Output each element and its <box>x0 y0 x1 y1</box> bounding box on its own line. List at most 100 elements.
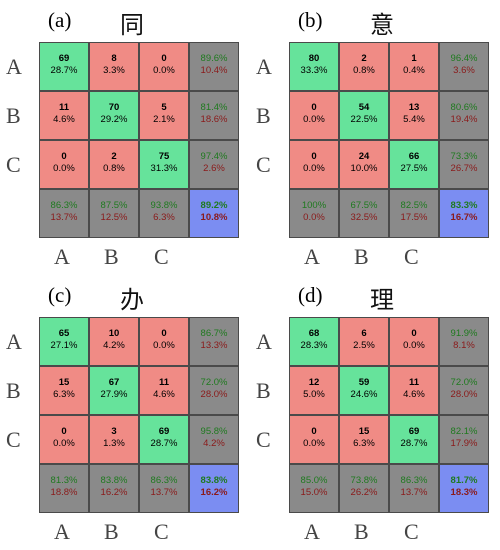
error-percent: 28.0% <box>450 389 478 400</box>
accuracy-percent: 86.7% <box>200 328 228 339</box>
column-label: B <box>354 244 369 269</box>
error-percent: 6.3% <box>153 212 175 223</box>
accuracy-percent: 85.0% <box>300 475 328 486</box>
accuracy-percent: 72.0% <box>450 377 478 388</box>
error-percent: 16.2% <box>100 487 128 498</box>
error-count-cell: 12 5.0% <box>289 366 339 415</box>
count-value: 67 <box>108 377 120 388</box>
percent-value: 28.3% <box>300 340 328 351</box>
accuracy-percent: 73.3% <box>450 151 478 162</box>
row-summary-cell: 73.3% 26.7% <box>439 140 489 189</box>
count-value: 15 <box>358 426 370 437</box>
row-label: C <box>6 152 21 177</box>
percent-value: 28.7% <box>150 438 178 449</box>
panel-character: 意 <box>370 11 394 39</box>
percent-value: 0.0% <box>153 65 175 76</box>
accuracy-percent: 81.7% <box>450 475 478 486</box>
error-count-cell: 10 4.2% <box>89 317 139 366</box>
row-label: C <box>256 427 271 452</box>
error-percent: 2.6% <box>203 163 225 174</box>
error-percent: 4.2% <box>203 438 225 449</box>
column-label: A <box>304 244 320 269</box>
overall-accuracy-cell: 89.2% 10.8% <box>189 189 239 238</box>
percent-value: 1.3% <box>103 438 125 449</box>
correct-count-cell: 59 24.6% <box>339 366 389 415</box>
count-value: 0 <box>311 102 317 113</box>
count-value: 69 <box>158 426 170 437</box>
accuracy-percent: 96.4% <box>450 53 478 64</box>
row-summary-cell: 95.8% 4.2% <box>189 415 239 464</box>
percent-value: 29.2% <box>100 114 128 125</box>
accuracy-percent: 67.5% <box>350 200 378 211</box>
row-label: B <box>256 103 271 128</box>
panel-c: (c) 办 65 27.1% 10 4.2% 0 0.0% 86.7% 13.3% 15 6.3%… <box>0 275 250 550</box>
confusion-matrix: 80 33.3% 2 0.8% 1 0.4% 96.4% 3.6% 0 0.0% 54 22.5% 13… <box>289 42 489 238</box>
correct-count-cell: 69 28.7% <box>39 42 89 91</box>
accuracy-percent: 87.5% <box>100 200 128 211</box>
column-summary-cell: 86.3% 13.7% <box>39 189 89 238</box>
percent-value: 0.0% <box>53 163 75 174</box>
accuracy-percent: 83.3% <box>450 200 478 211</box>
percent-value: 10.0% <box>350 163 378 174</box>
count-value: 5 <box>161 102 167 113</box>
error-percent: 18.8% <box>50 487 78 498</box>
count-value: 68 <box>308 328 320 339</box>
column-label: B <box>354 519 369 544</box>
count-value: 2 <box>111 151 117 162</box>
column-summary-cell: 82.5% 17.5% <box>389 189 439 238</box>
error-count-cell: 8 3.3% <box>89 42 139 91</box>
row-summary-cell: 89.6% 10.4% <box>189 42 239 91</box>
count-value: 69 <box>408 426 420 437</box>
count-value: 70 <box>108 102 120 113</box>
error-percent: 17.9% <box>450 438 478 449</box>
count-value: 0 <box>61 426 67 437</box>
error-count-cell: 0 0.0% <box>39 415 89 464</box>
error-count-cell: 1 0.4% <box>389 42 439 91</box>
column-summary-cell: 83.8% 16.2% <box>89 464 139 513</box>
row-label: C <box>6 427 21 452</box>
error-count-cell: 0 0.0% <box>289 140 339 189</box>
column-label: B <box>104 244 119 269</box>
percent-value: 22.5% <box>350 114 378 125</box>
row-summary-cell: 86.7% 13.3% <box>189 317 239 366</box>
accuracy-percent: 81.3% <box>50 475 78 486</box>
accuracy-percent: 82.1% <box>450 426 478 437</box>
error-percent: 15.0% <box>300 487 328 498</box>
error-count-cell: 11 4.6% <box>389 366 439 415</box>
panel-title: (b) 意 <box>250 4 500 39</box>
error-percent: 13.7% <box>50 212 78 223</box>
percent-value: 24.6% <box>350 389 378 400</box>
percent-value: 27.9% <box>100 389 128 400</box>
row-summary-cell: 80.6% 19.4% <box>439 91 489 140</box>
error-count-cell: 0 0.0% <box>289 415 339 464</box>
count-value: 69 <box>58 53 70 64</box>
count-value: 0 <box>161 53 167 64</box>
column-label: C <box>154 519 169 544</box>
column-label: A <box>304 519 320 544</box>
accuracy-percent: 89.2% <box>200 200 228 211</box>
percent-value: 0.0% <box>153 340 175 351</box>
error-percent: 18.3% <box>450 487 478 498</box>
row-label: B <box>256 378 271 403</box>
count-value: 66 <box>408 151 420 162</box>
overall-accuracy-cell: 83.8% 16.2% <box>189 464 239 513</box>
accuracy-percent: 89.6% <box>200 53 228 64</box>
percent-value: 5.0% <box>303 389 325 400</box>
count-value: 11 <box>158 377 170 388</box>
row-label: A <box>6 54 22 79</box>
count-value: 12 <box>308 377 320 388</box>
row-label: C <box>256 152 271 177</box>
count-value: 24 <box>358 151 370 162</box>
error-count-cell: 0 0.0% <box>139 42 189 91</box>
row-label: A <box>256 54 272 79</box>
accuracy-percent: 73.8% <box>350 475 378 486</box>
panel-character: 同 <box>120 11 144 39</box>
error-percent: 26.7% <box>450 163 478 174</box>
percent-value: 0.0% <box>303 163 325 174</box>
correct-count-cell: 66 27.5% <box>389 140 439 189</box>
error-percent: 12.5% <box>100 212 128 223</box>
correct-count-cell: 65 27.1% <box>39 317 89 366</box>
correct-count-cell: 69 28.7% <box>139 415 189 464</box>
error-count-cell: 15 6.3% <box>339 415 389 464</box>
error-percent: 13.7% <box>400 487 428 498</box>
